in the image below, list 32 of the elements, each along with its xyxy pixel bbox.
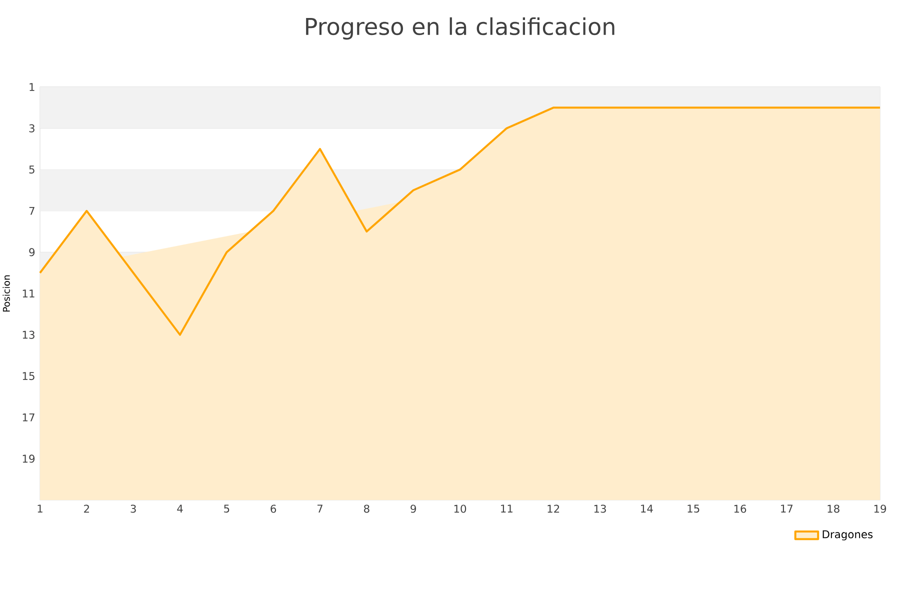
x-tick-label: 19	[874, 504, 886, 513]
y-tick-label: 15	[22, 372, 34, 380]
y-axis-title: Posicion	[2, 275, 10, 312]
x-tick-label: 2	[84, 504, 89, 513]
x-tick-label: 8	[364, 504, 370, 513]
x-tick-label: 18	[828, 504, 840, 513]
x-tick-label: 11	[501, 504, 512, 512]
x-tick-label: 13	[594, 504, 606, 513]
y-tick-label: 9	[29, 248, 35, 256]
x-tick-label: 1	[38, 504, 42, 512]
y-tick-label: 13	[22, 330, 34, 339]
x-tick-label: 12	[548, 504, 560, 513]
legend-label: Dragones	[822, 530, 873, 540]
x-tick-label: 5	[224, 504, 230, 513]
x-tick-label: 9	[410, 504, 416, 513]
x-tick-label: 3	[130, 504, 136, 513]
x-tick-label: 10	[454, 504, 466, 513]
y-tick-label: 17	[22, 414, 34, 422]
chart-title: Progreso en la clasificacion	[306, 17, 614, 40]
y-tick-label: 7	[29, 207, 34, 215]
x-tick-label: 7	[317, 504, 322, 512]
x-tick-label: 16	[734, 504, 746, 513]
x-tick-label: 6	[270, 504, 276, 513]
y-tick-label: 1	[30, 83, 34, 91]
x-tick-label: 4	[177, 504, 183, 512]
x-tick-label: 15	[688, 504, 700, 513]
x-tick-label: 17	[781, 504, 793, 512]
x-tick-label: 14	[641, 504, 653, 512]
y-tick-label: 5	[29, 166, 34, 174]
y-tick-label: 19	[22, 454, 35, 463]
y-tick-label: 11	[22, 290, 34, 298]
y-tick-label: 3	[29, 124, 34, 132]
